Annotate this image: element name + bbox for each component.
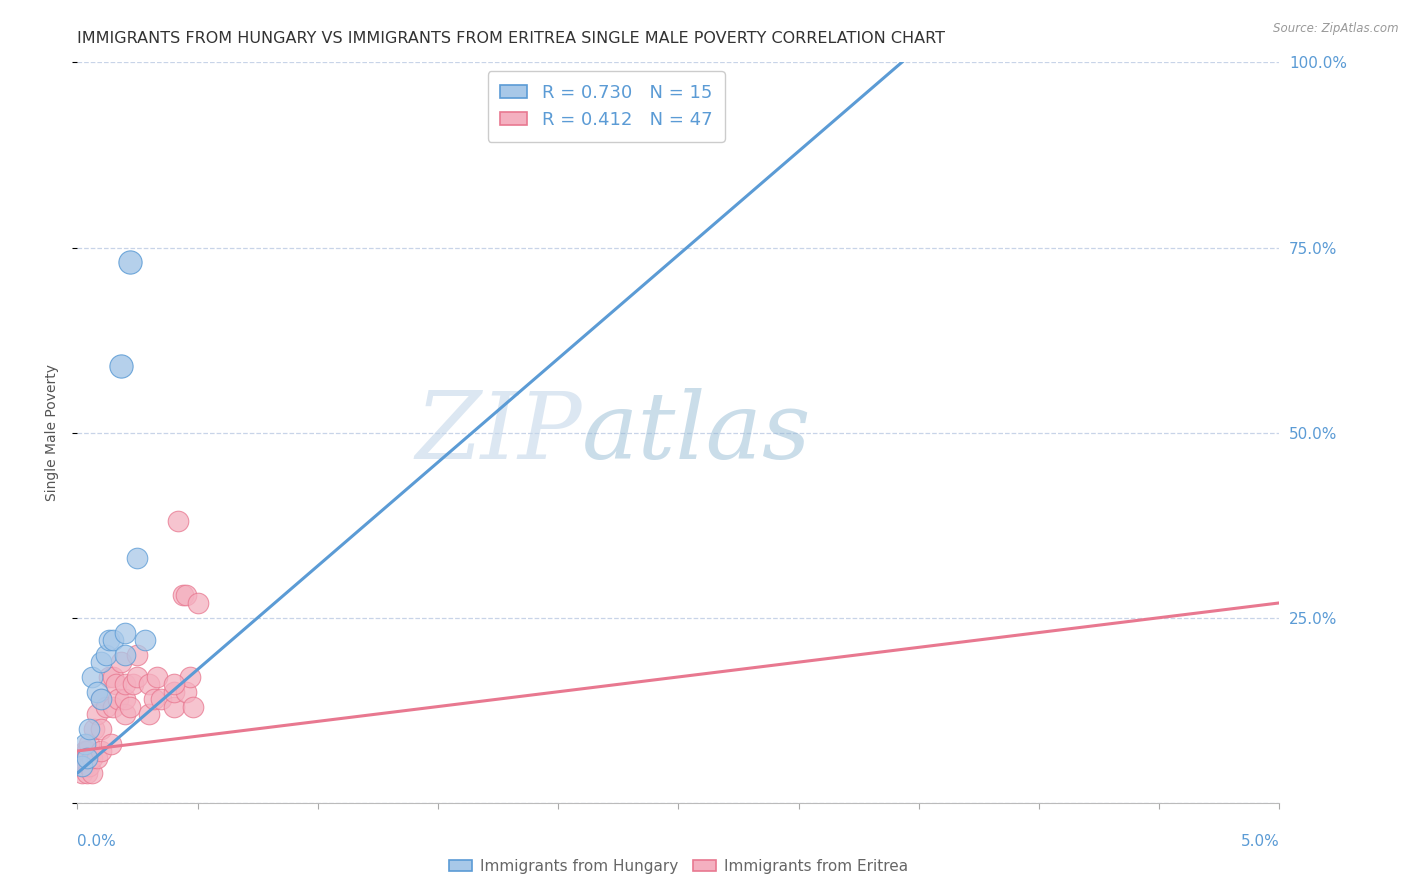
- Point: [86, 706, 108, 721]
- Point: [90, 692, 112, 706]
- Point: [97, 670, 120, 684]
- Point: [90, 744, 112, 758]
- Point: [110, 359, 132, 373]
- Point: [80, 766, 103, 780]
- Point: [104, 677, 127, 691]
- Legend: Immigrants from Hungary, Immigrants from Eritrea: Immigrants from Hungary, Immigrants from…: [443, 853, 914, 880]
- Point: [80, 751, 103, 765]
- Point: [162, 685, 184, 699]
- Point: [83, 722, 105, 736]
- Point: [76, 744, 98, 758]
- Point: [114, 677, 136, 691]
- Point: [70, 758, 93, 772]
- Text: atlas: atlas: [582, 388, 811, 477]
- Point: [96, 648, 118, 662]
- Point: [120, 699, 142, 714]
- Point: [181, 699, 204, 714]
- Point: [127, 648, 149, 662]
- Point: [90, 655, 112, 669]
- Point: [179, 670, 201, 684]
- Point: [90, 692, 112, 706]
- Point: [86, 751, 108, 765]
- Point: [167, 515, 190, 529]
- Text: 0.0%: 0.0%: [77, 834, 117, 849]
- Point: [73, 737, 96, 751]
- Point: [114, 625, 136, 640]
- Point: [76, 766, 98, 780]
- Point: [103, 699, 125, 714]
- Point: [110, 655, 132, 669]
- Point: [100, 737, 122, 751]
- Point: [103, 670, 125, 684]
- Point: [162, 699, 184, 714]
- Point: [70, 766, 93, 780]
- Point: [97, 632, 120, 647]
- Point: [174, 685, 197, 699]
- Point: [114, 706, 136, 721]
- Point: [114, 692, 136, 706]
- Point: [127, 551, 149, 566]
- Point: [143, 692, 166, 706]
- Point: [107, 692, 129, 706]
- Point: [114, 648, 136, 662]
- Point: [73, 758, 96, 772]
- Y-axis label: Single Male Poverty: Single Male Poverty: [45, 364, 59, 501]
- Point: [138, 706, 160, 721]
- Point: [79, 758, 101, 772]
- Point: [172, 589, 194, 603]
- Point: [120, 255, 142, 269]
- Point: [70, 751, 93, 765]
- Text: IMMIGRANTS FROM HUNGARY VS IMMIGRANTS FROM ERITREA SINGLE MALE POVERTY CORRELATI: IMMIGRANTS FROM HUNGARY VS IMMIGRANTS FR…: [77, 31, 945, 46]
- Point: [79, 722, 101, 736]
- Text: 5.0%: 5.0%: [1240, 834, 1279, 849]
- Point: [103, 632, 125, 647]
- Point: [145, 670, 167, 684]
- Point: [86, 685, 108, 699]
- Point: [79, 737, 101, 751]
- Point: [96, 699, 118, 714]
- Point: [73, 744, 96, 758]
- Point: [174, 589, 197, 603]
- Point: [127, 670, 149, 684]
- Point: [69, 758, 91, 772]
- Point: [90, 722, 112, 736]
- Point: [162, 677, 184, 691]
- Text: ZIP: ZIP: [416, 388, 582, 477]
- Point: [150, 692, 173, 706]
- Point: [80, 670, 103, 684]
- Text: Source: ZipAtlas.com: Source: ZipAtlas.com: [1274, 22, 1399, 36]
- Point: [138, 677, 160, 691]
- Point: [186, 596, 209, 610]
- Point: [134, 632, 156, 647]
- Point: [121, 677, 143, 691]
- Point: [76, 751, 98, 765]
